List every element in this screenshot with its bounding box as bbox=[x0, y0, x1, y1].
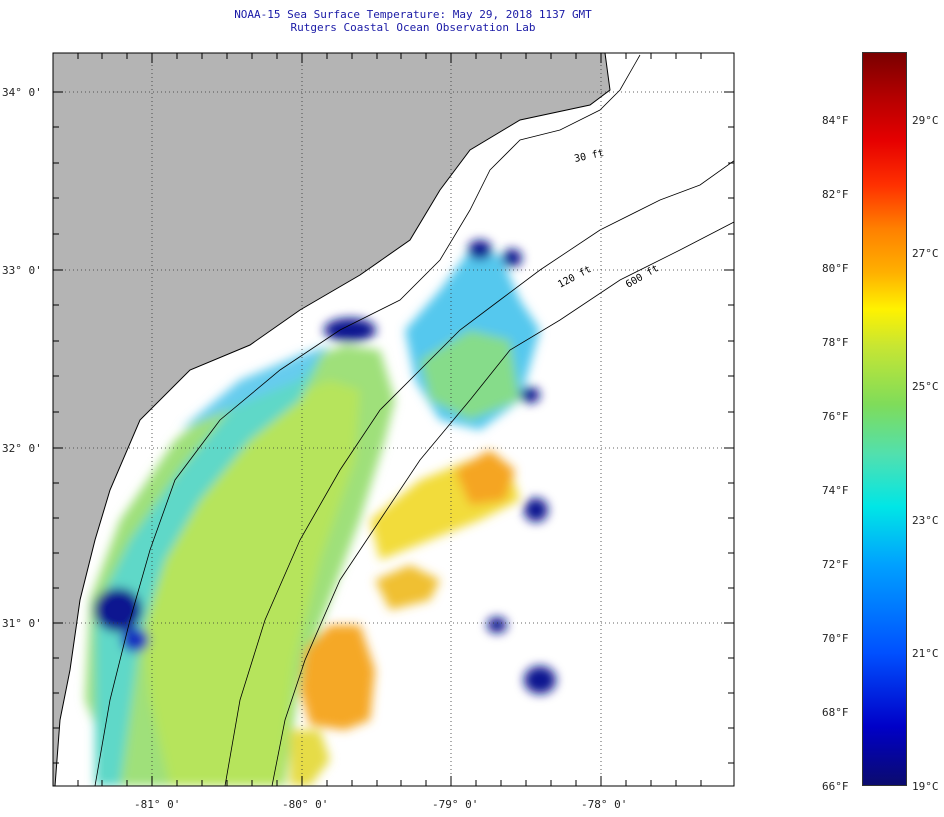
temperature-colorbar bbox=[862, 52, 907, 786]
map-frame bbox=[52, 52, 735, 787]
land-mass bbox=[53, 53, 610, 786]
map-subtitle: Rutgers Coastal Ocean Observation Lab bbox=[290, 21, 536, 34]
lat-label: 31° 0' bbox=[2, 617, 42, 630]
colorbar-c-label: 19°C bbox=[912, 780, 939, 793]
colorbar-c-label: 27°C bbox=[912, 247, 939, 260]
lon-label: -81° 0' bbox=[134, 798, 181, 811]
lon-label: -80° 0' bbox=[282, 798, 329, 811]
coastline bbox=[54, 53, 611, 786]
lon-label: -79° 0' bbox=[432, 798, 479, 811]
map-title: NOAA-15 Sea Surface Temperature: May 29,… bbox=[234, 8, 592, 21]
colorbar-c-label: 23°C bbox=[912, 514, 939, 527]
colorbar-c-label: 21°C bbox=[912, 647, 939, 660]
colorbar-f-label: 80°F bbox=[822, 262, 849, 275]
colorbar-f-label: 84°F bbox=[822, 114, 849, 127]
sst-data-layer bbox=[85, 178, 556, 786]
colorbar-c-label: 25°C bbox=[912, 380, 939, 393]
lat-label: 34° 0' bbox=[2, 86, 42, 99]
colorbar-f-label: 66°F bbox=[822, 780, 849, 793]
colorbar-f-label: 76°F bbox=[822, 410, 849, 423]
lat-label: 32° 0' bbox=[2, 442, 42, 455]
colorbar-f-label: 74°F bbox=[822, 484, 849, 497]
lat-label: 33° 0' bbox=[2, 264, 42, 277]
colorbar-f-label: 68°F bbox=[822, 706, 849, 719]
lon-label: -78° 0' bbox=[581, 798, 628, 811]
colorbar-c-label: 29°C bbox=[912, 114, 939, 127]
colorbar-f-label: 78°F bbox=[822, 336, 849, 349]
axis-ticks bbox=[53, 53, 734, 786]
colorbar-f-label: 72°F bbox=[822, 558, 849, 571]
graticule bbox=[53, 53, 734, 786]
colorbar-f-label: 82°F bbox=[822, 188, 849, 201]
contour-30ft bbox=[94, 54, 641, 786]
colorbar-f-label: 70°F bbox=[822, 632, 849, 645]
contour-120ft bbox=[224, 160, 734, 786]
